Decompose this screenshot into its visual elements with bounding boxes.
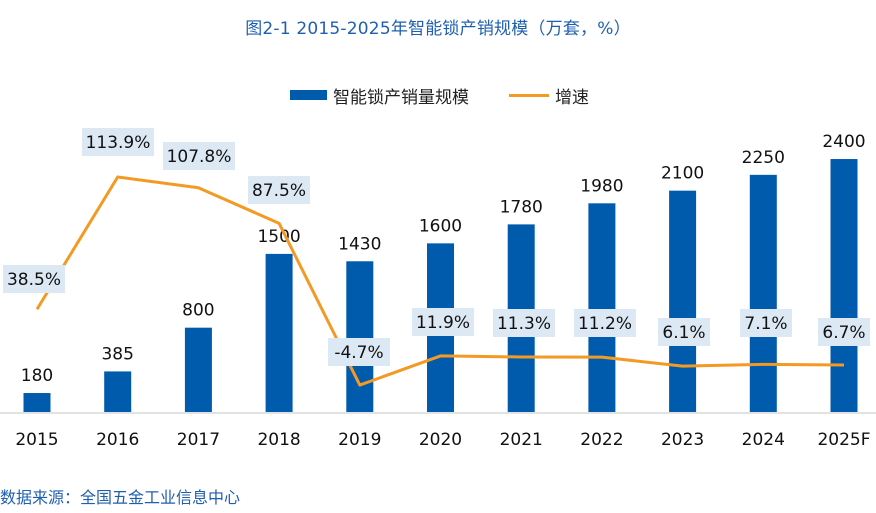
x-tick-2017: 2017	[177, 430, 220, 450]
line-value-label-2022: 11.2%	[574, 309, 636, 337]
label-box	[493, 309, 555, 337]
bar-2024	[749, 174, 777, 412]
label-box	[818, 318, 870, 346]
bar-value-label-2018: 1500	[257, 227, 300, 247]
bar-2018	[265, 253, 293, 412]
chart-title: 图2-1 2015-2025年智能锁产销规模（万套，%）	[245, 19, 631, 39]
bar-2025F	[830, 159, 858, 412]
bar-value-label-2023: 2100	[661, 164, 704, 184]
x-tick-2015: 2015	[15, 430, 58, 450]
label-box	[163, 142, 235, 170]
legend-bar-label: 智能锁产销量规模	[333, 87, 469, 108]
bar-series	[23, 159, 858, 412]
label-box	[658, 318, 710, 346]
label-text: 38.5%	[7, 270, 61, 290]
label-text: 107.8%	[167, 147, 232, 167]
line-value-label-2016: 113.9%	[82, 128, 154, 156]
bar-2017	[184, 327, 212, 412]
line-value-label-2018: 87.5%	[248, 176, 310, 204]
x-tick-2025F: 2025F	[817, 430, 870, 450]
label-text: 11.9%	[416, 313, 470, 333]
x-tick-2019: 2019	[338, 430, 381, 450]
label-box	[574, 309, 636, 337]
bar-2016	[104, 371, 132, 412]
label-box	[412, 308, 474, 336]
bar-value-label-2025F: 2400	[822, 132, 865, 152]
bar-2019	[346, 261, 374, 412]
bar-value-label-2024: 2250	[742, 148, 785, 168]
x-tick-2024: 2024	[742, 430, 785, 450]
line-series	[35, 175, 845, 387]
label-text: 7.1%	[744, 314, 787, 334]
bar-2023	[669, 190, 697, 412]
label-text: 87.5%	[252, 181, 306, 201]
x-tick-2016: 2016	[96, 430, 139, 450]
chart-legend: 智能锁产销量规模 增速	[290, 84, 589, 108]
x-tick-2021: 2021	[500, 430, 543, 450]
line-value-label-2017: 107.8%	[163, 142, 235, 170]
line-value-label-2023: 6.1%	[658, 318, 710, 346]
bar-value-label-2022: 1980	[580, 176, 623, 196]
label-text: 6.1%	[662, 323, 705, 343]
bar-value-label-2021: 1780	[500, 197, 543, 217]
label-box	[248, 176, 310, 204]
x-tick-group: 2015 2016 2017 2018 2019 2020 2021 2022 2023 2024…	[15, 430, 870, 450]
line-value-label-2020: 11.9%	[412, 308, 474, 336]
line-value-label-2024: 7.1%	[740, 309, 792, 337]
label-text: 6.7%	[822, 323, 865, 343]
line-value-label-2021: 11.3%	[493, 309, 555, 337]
x-tick-2020: 2020	[419, 430, 462, 450]
label-text: -4.7%	[334, 343, 383, 363]
x-tick-2022: 2022	[580, 430, 623, 450]
legend-bar-swatch	[290, 90, 327, 100]
line-value-label-2015: 38.5%	[3, 265, 65, 293]
bar-label-group: 180 385 800 1500 1430 1600 1780 1980 2100 2250 240…	[21, 132, 866, 386]
bar-2015	[23, 393, 51, 412]
line-label-group: 38.5% 113.9% 107.8% 87.5% -4.7% 11.9% 11.3% 11.…	[3, 128, 870, 366]
bar-value-label-2020: 1600	[419, 216, 462, 236]
legend-line-swatch	[509, 93, 549, 97]
label-text: 11.3%	[497, 314, 551, 334]
legend-line-label: 增速	[555, 87, 589, 108]
label-box	[328, 338, 390, 366]
label-box	[3, 265, 65, 293]
x-tick-2023: 2023	[661, 430, 704, 450]
label-box	[82, 128, 154, 156]
data-source-note: 数据来源：全国五金工业信息中心	[0, 488, 241, 507]
label-text: 11.2%	[578, 314, 632, 334]
x-tick-2018: 2018	[257, 430, 300, 450]
line-value-label-2025F: 6.7%	[818, 318, 870, 346]
bar-2022	[588, 203, 616, 412]
label-text: 113.9%	[86, 133, 151, 153]
bar-value-label-2017: 800	[182, 301, 214, 321]
line-value-label-2019: -4.7%	[328, 338, 390, 366]
bar-value-label-2016: 385	[101, 344, 133, 364]
label-box	[740, 309, 792, 337]
bar-value-label-2019: 1430	[338, 234, 381, 254]
bar-value-label-2015: 180	[21, 366, 53, 386]
